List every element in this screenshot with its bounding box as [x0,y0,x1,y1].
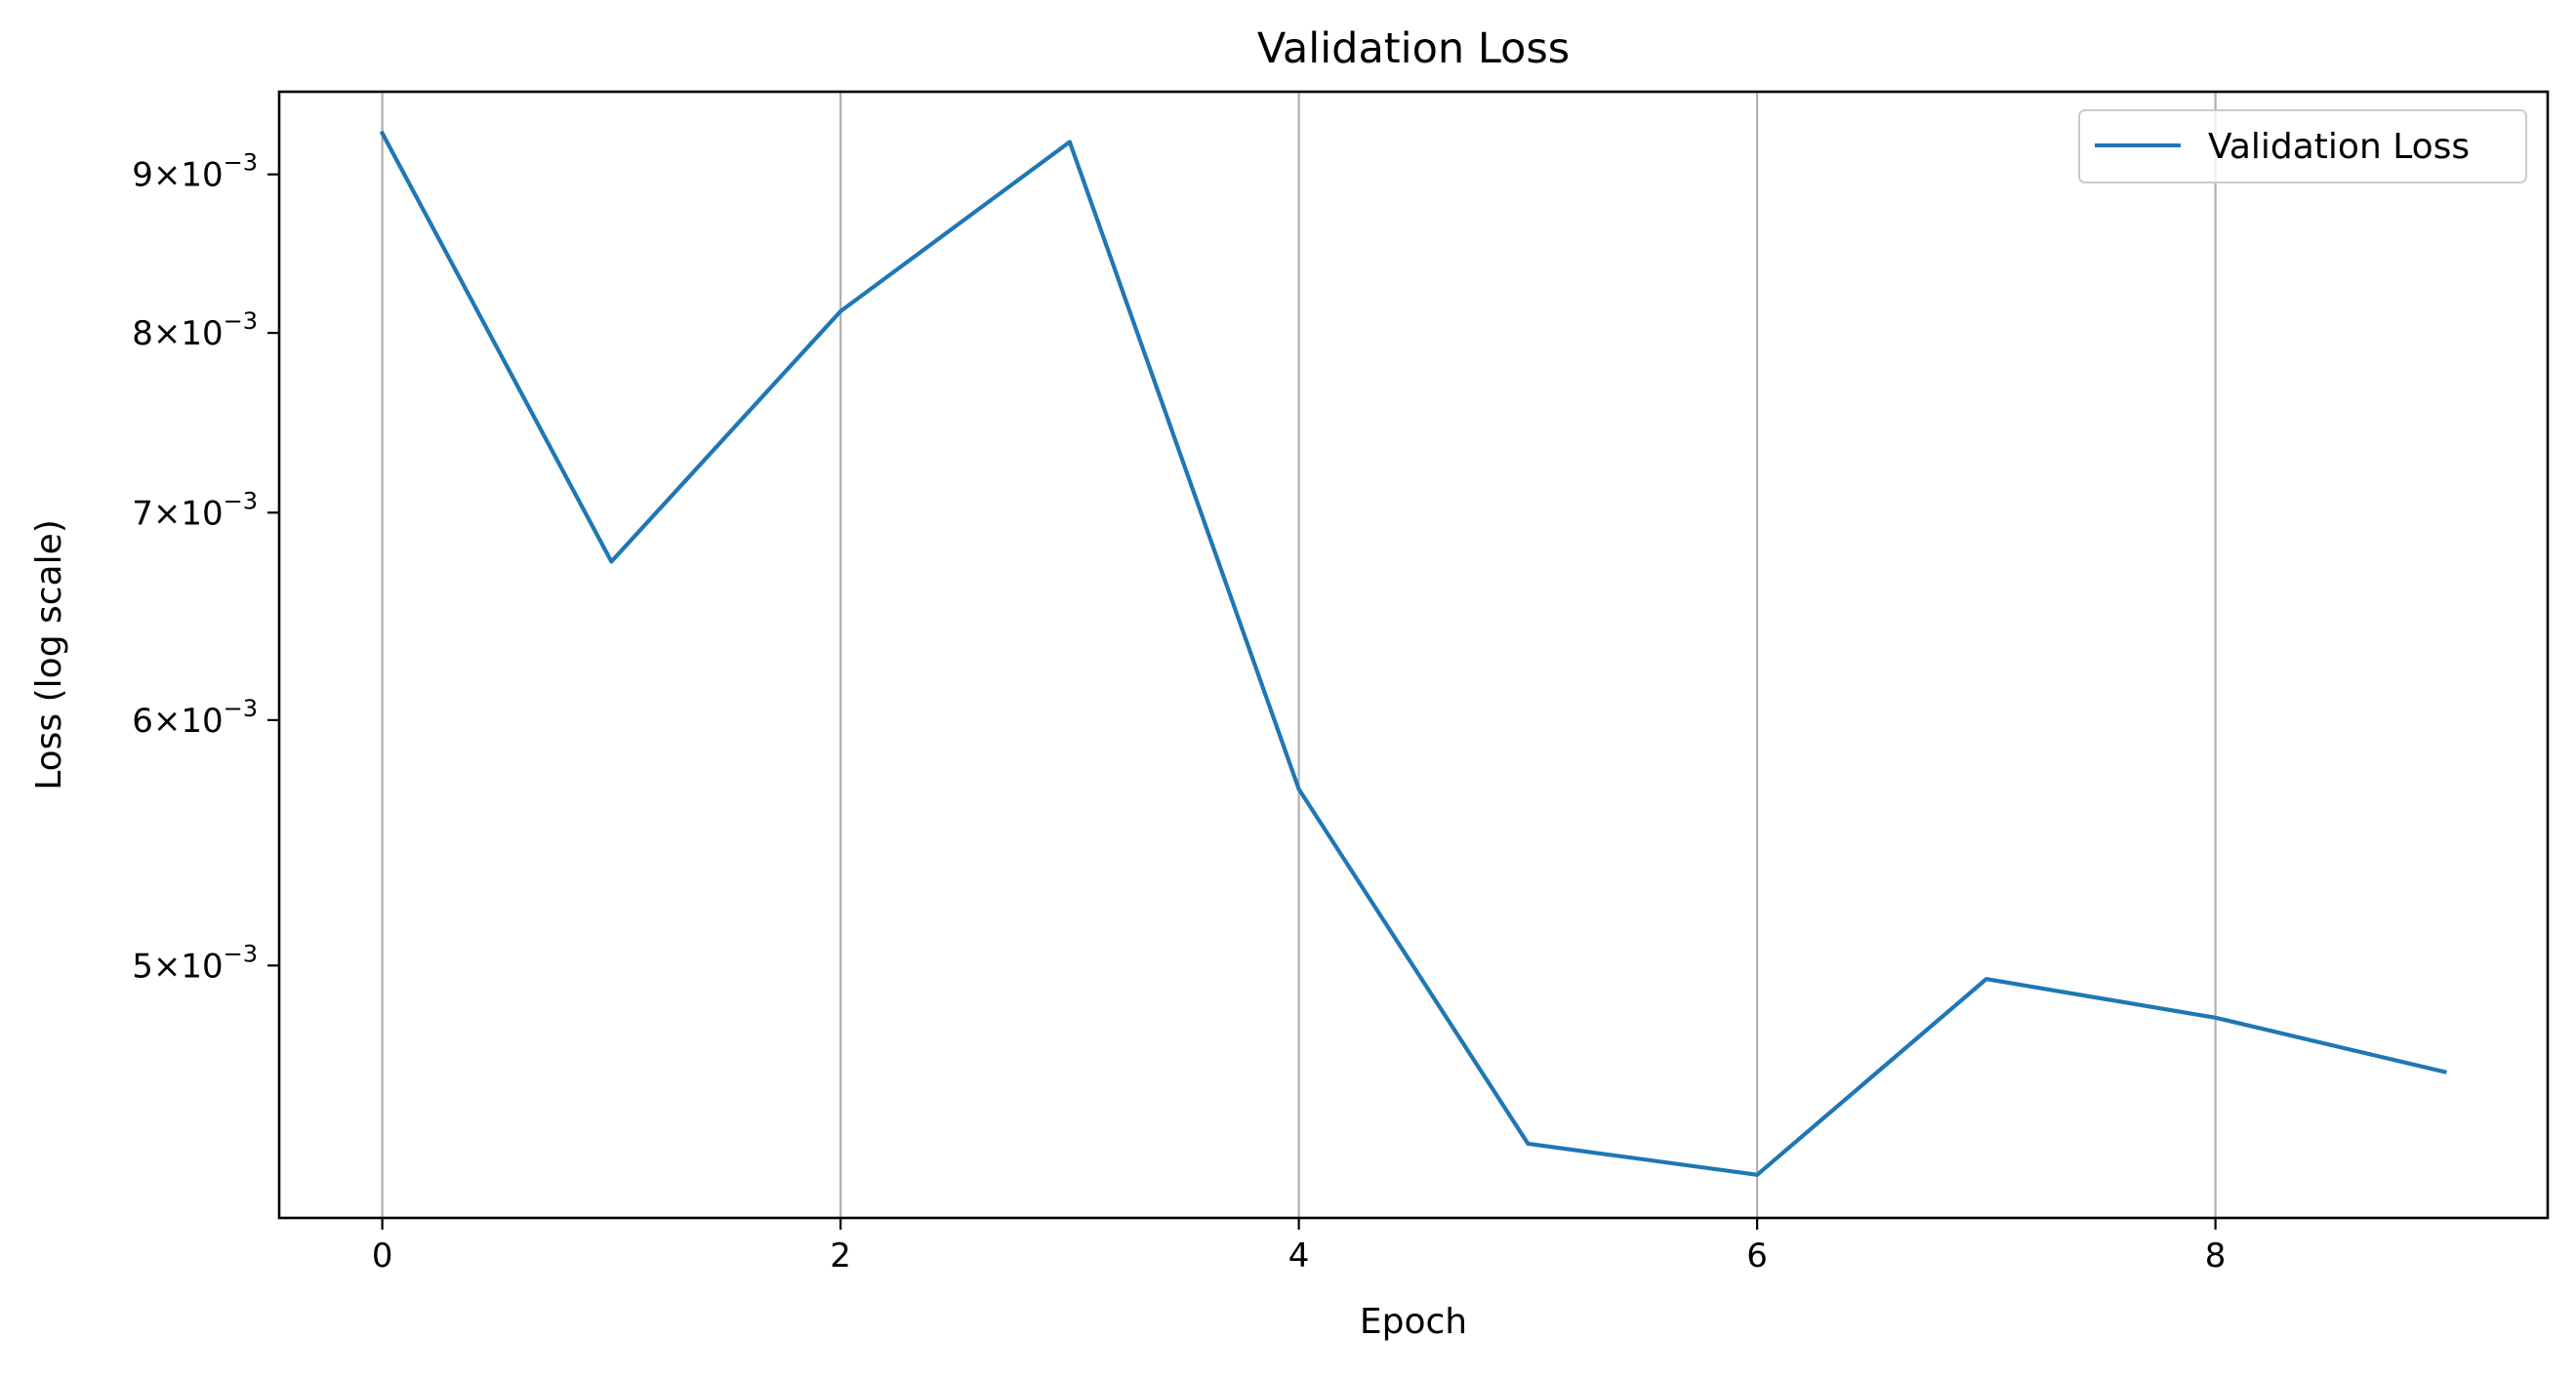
x-tick-label: 8 [2205,1236,2227,1276]
x-tick-label: 0 [372,1236,393,1276]
x-axis-label: Epoch [1360,1302,1467,1342]
y-axis-label: Loss (log scale) [29,519,69,790]
x-tick-label: 2 [830,1236,851,1276]
x-tick-label: 6 [1746,1236,1768,1276]
legend-label: Validation Loss [2208,127,2470,167]
x-tick-label: 4 [1288,1236,1310,1276]
chart-title: Validation Loss [1257,24,1570,73]
legend: Validation Loss [2079,110,2526,182]
